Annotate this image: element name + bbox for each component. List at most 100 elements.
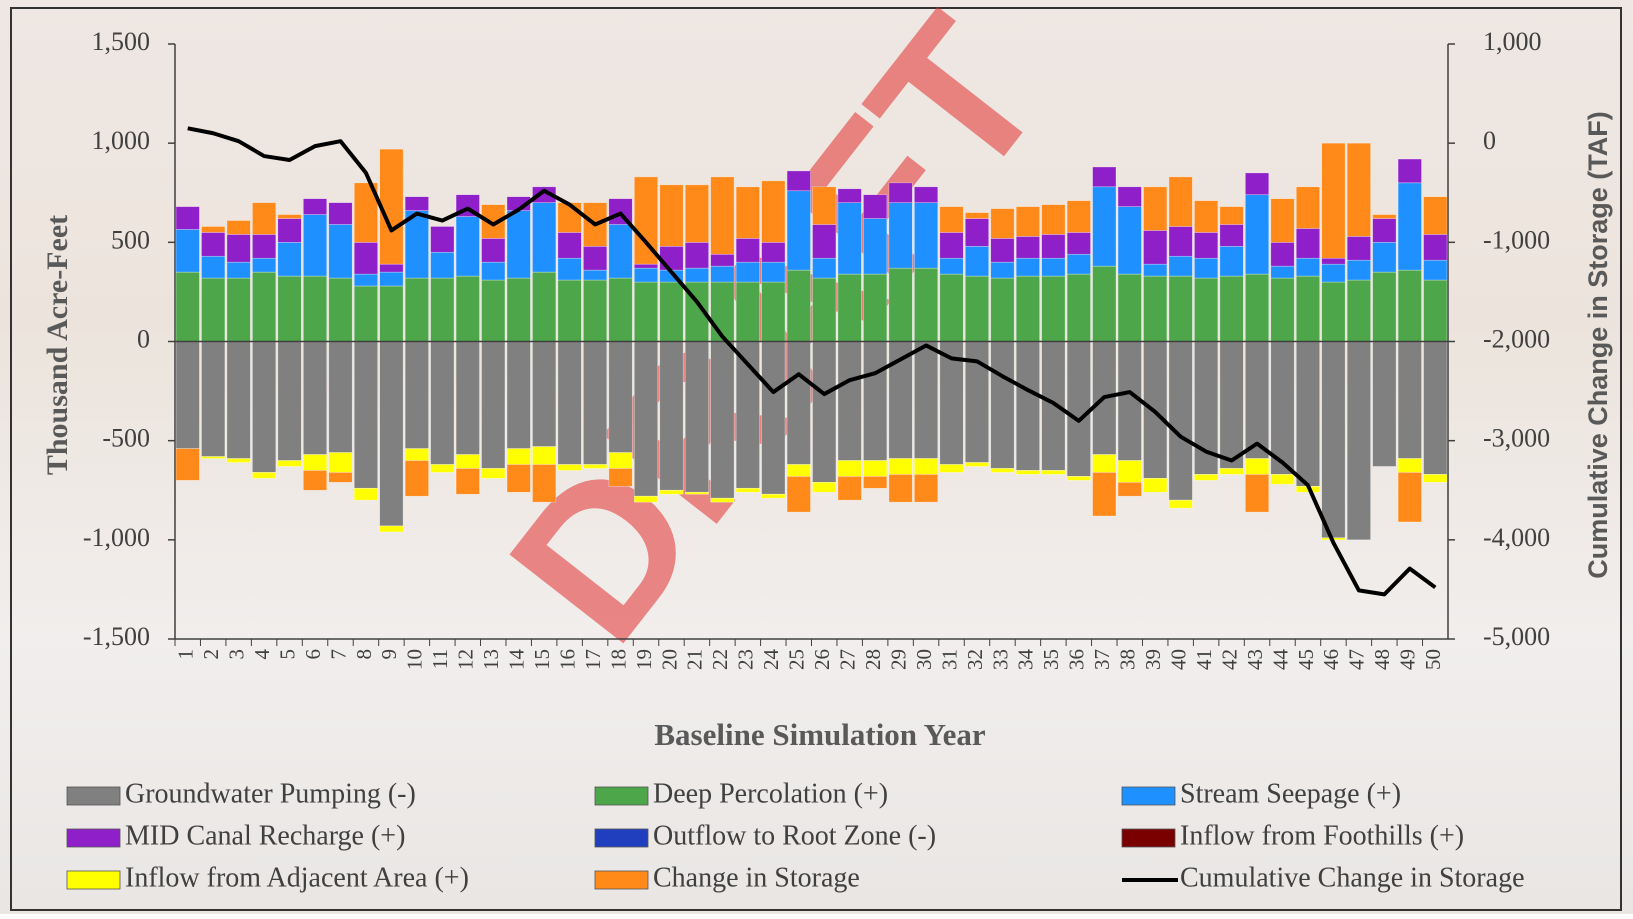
bar-segment (1219, 341, 1244, 469)
bar-segment (277, 460, 302, 467)
bar-segment (506, 210, 531, 279)
bar-segment (328, 472, 353, 483)
bar-segment (252, 234, 277, 259)
bar-segment (328, 202, 353, 225)
bar-segment (812, 341, 837, 483)
bar-segment (353, 182, 378, 243)
bar-segment (201, 255, 226, 279)
bar-segment (1270, 265, 1295, 279)
y-axis-title: Thousand Acre-Feet (41, 215, 74, 475)
bar-segment (608, 452, 633, 469)
bar-segment (201, 456, 226, 459)
x-tick-label: 25 (785, 649, 809, 670)
bar-segment (1245, 273, 1270, 342)
bar-segment (939, 232, 964, 259)
bar-segment (684, 267, 709, 283)
bar-segment (812, 186, 837, 225)
bar-segment (1397, 182, 1422, 271)
x-tick-label: 30 (912, 649, 936, 670)
bar-segment (1092, 265, 1117, 342)
x-tick-label: 50 (1421, 649, 1445, 670)
bar-segment (1397, 158, 1422, 184)
x-tick-label: 48 (1370, 649, 1394, 670)
bar-segment (175, 229, 200, 273)
bar-segment (710, 281, 735, 342)
bar-segment (990, 261, 1015, 279)
legend-swatch (594, 828, 649, 848)
bar-segment (1015, 236, 1040, 259)
bar-segment (1015, 341, 1040, 471)
bar-segment (888, 267, 913, 342)
bar-segment (328, 452, 353, 473)
bar-segment (481, 238, 506, 263)
bar-segment (837, 188, 862, 203)
bar-segment (1270, 242, 1295, 267)
bar-segment (379, 341, 404, 527)
bar-segment (1066, 253, 1091, 275)
y-tick-label: -500 (102, 424, 150, 453)
bar-segment (1194, 277, 1219, 342)
bar-segment (379, 271, 404, 287)
bar-segment (1245, 194, 1270, 275)
x-tick-label: 26 (810, 649, 834, 670)
bar-segment (1270, 277, 1295, 342)
bar-segment (1143, 263, 1168, 277)
bar-segment (328, 224, 353, 279)
bar-segment (481, 468, 506, 479)
bar-segment (608, 277, 633, 342)
bar-segment (1041, 470, 1066, 475)
bar-segment (939, 273, 964, 342)
bar-segment (303, 198, 328, 215)
bar-segment (710, 176, 735, 255)
bar-segment (735, 261, 760, 283)
bar-segment (303, 341, 328, 455)
legend-swatch (594, 870, 649, 890)
legend-label: MID Canal Recharge (+) (125, 820, 405, 851)
x-tick-label: 14 (505, 649, 529, 671)
bar-segment (1346, 341, 1371, 541)
bar-segment (481, 341, 506, 469)
bar-segment (1194, 474, 1219, 481)
bar-segment (1346, 259, 1371, 281)
bar-segment (277, 242, 302, 277)
bar-segment (990, 341, 1015, 469)
bar-segment (1346, 236, 1371, 261)
bar-segment (506, 341, 531, 449)
bar-segment (812, 277, 837, 342)
bar-segment (1041, 204, 1066, 235)
bar-segment (710, 265, 735, 283)
bar-segment (353, 487, 378, 501)
bar-segment (939, 464, 964, 473)
bar-segment (379, 263, 404, 273)
x-tick-label: 28 (861, 649, 885, 670)
bar-segment (1295, 341, 1320, 487)
bar-segment (506, 448, 531, 465)
bar-segment (303, 214, 328, 277)
bar-segment (608, 341, 633, 453)
legend-swatch (66, 786, 121, 806)
bar-segment (710, 253, 735, 267)
legend-label: Inflow from Adjacent Area (+) (125, 862, 469, 893)
bar-segment (1194, 232, 1219, 259)
x-tick-label: 15 (530, 649, 554, 670)
bar-segment (1041, 275, 1066, 342)
x-tick-label: 9 (377, 649, 401, 660)
bar-segment (608, 224, 633, 279)
bar-segment (532, 271, 557, 342)
bar-segment (430, 277, 455, 342)
bar-segment (1245, 172, 1270, 196)
legend-swatch (594, 786, 649, 806)
bar-segment (455, 341, 480, 455)
bar-segment (964, 246, 990, 277)
bar-segment (1321, 257, 1346, 265)
bar-segment (277, 218, 302, 243)
bar-segment (532, 341, 557, 447)
legend-label: Deep Percolation (+) (653, 778, 888, 809)
bar-segment (226, 261, 251, 279)
bar-segment (1092, 454, 1117, 473)
bar-segment (863, 218, 888, 275)
bar-segment (735, 238, 760, 263)
bar-segment (455, 216, 480, 277)
x-tick-label: 38 (1116, 649, 1140, 670)
bar-segment (201, 232, 226, 257)
